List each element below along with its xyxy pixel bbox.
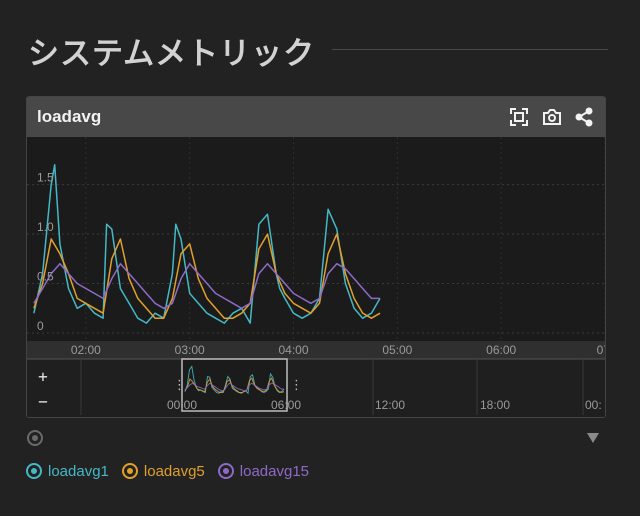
y-tick-label: 1.5 [37, 171, 54, 185]
chevron-down-icon[interactable] [587, 433, 599, 443]
x-tick-label: 02:00 [71, 343, 101, 357]
navigator-label: 00: [585, 398, 602, 412]
share-icon[interactable] [574, 107, 594, 127]
x-tick-label: 03:00 [175, 343, 205, 357]
legend-item-loadavg5[interactable]: loadavg5 [121, 462, 205, 480]
chart-legend: loadavg1 loadavg5 loadavg15 [26, 460, 309, 482]
series-line-loadavg1 [33, 164, 381, 324]
section-header: システムメトリック [28, 24, 608, 74]
navigator-mini-series [184, 365, 285, 395]
legend-label: loadavg15 [239, 462, 310, 480]
mini-series-line-loadavg15 [184, 382, 284, 392]
navigator-track [27, 359, 605, 417]
fullscreen-icon[interactable] [509, 107, 529, 127]
series-line-loadavg15 [33, 262, 380, 310]
panel-title: loadavg [37, 107, 102, 126]
y-tick-label: 0 [37, 319, 44, 333]
x-tick-label: 05:00 [382, 343, 412, 357]
grid-lines [27, 137, 605, 341]
camera-icon[interactable] [542, 107, 562, 127]
y-tick-label: 1.0 [37, 220, 54, 234]
navigator-label: 06:00 [271, 398, 301, 412]
panel-header: loadavg [27, 97, 605, 137]
legend-label: loadavg1 [48, 462, 109, 480]
navigator-label: 18:00 [480, 398, 510, 412]
navigator-label: 12:00 [375, 398, 405, 412]
x-axis-band [27, 341, 605, 359]
x-tick-label: 04:00 [278, 343, 308, 357]
legend-label: loadavg5 [143, 462, 205, 480]
legend-item-loadavg1[interactable]: loadavg1 [26, 463, 109, 480]
series-line-loadavg5 [33, 233, 381, 319]
legend-swatch-icon [26, 463, 42, 479]
range-navigator[interactable]: ⋮ ⋮ 00:00 06:00 12:00 18:00 00: [27, 358, 605, 417]
zoom-out-button[interactable]: − [38, 392, 48, 411]
series-lines [33, 164, 381, 324]
y-tick-label: 0.5 [37, 270, 54, 284]
section-title: システムメトリック [28, 36, 316, 72]
legend-swatch-icon [217, 463, 234, 479]
x-axis: 02:00 03:00 04:00 05:00 06:00 07: [71, 343, 605, 357]
section-divider [332, 49, 608, 50]
zoom-in-button[interactable]: + [38, 367, 48, 386]
legend-swatch-icon [121, 463, 138, 479]
loadavg-panel: loadavg [26, 96, 606, 418]
legend-item-loadavg15[interactable]: loadavg15 [217, 462, 310, 480]
navigator-label: 00:00 [167, 398, 197, 412]
navigator-left-handle[interactable]: ⋮ [173, 378, 186, 393]
navigator-right-handle[interactable]: ⋮ [290, 378, 303, 393]
x-tick-label: 07: [597, 343, 605, 357]
settings-toggle-icon[interactable] [27, 430, 43, 446]
x-tick-label: 06:00 [486, 343, 516, 357]
loadavg-chart[interactable]: 00.51.01.5 02:0003:0004:0005:0006:0007: … [27, 137, 605, 417]
y-axis: 0 0.5 1.0 1.5 [37, 171, 54, 333]
